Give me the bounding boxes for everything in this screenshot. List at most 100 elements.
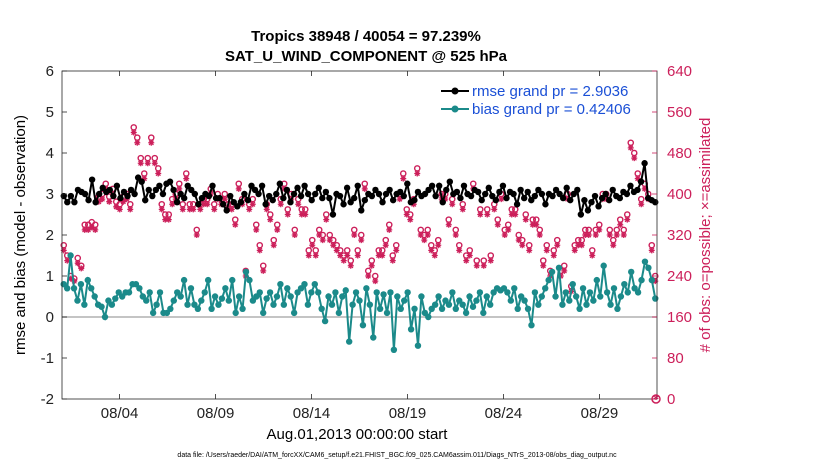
obs-assimilated-point: [480, 262, 487, 269]
rmse-point: [634, 186, 641, 194]
bias-point: [414, 342, 422, 349]
rmse-point: [67, 192, 75, 200]
obs-assimilated-point: [151, 160, 158, 167]
bias-point: [177, 293, 184, 300]
obs-assimilated-point: [491, 206, 498, 213]
bias-point: [366, 301, 374, 308]
bias-point: [528, 322, 535, 329]
rmse-point: [159, 190, 167, 198]
rmse-point: [538, 190, 546, 198]
rmse-point: [520, 194, 528, 202]
rmse-point: [652, 199, 659, 206]
rmse-point: [319, 194, 326, 202]
bias-point: [318, 305, 325, 312]
obs-assimilated-point: [529, 221, 536, 228]
obs-assimilated-point: [204, 201, 211, 208]
obs-assimilated-point: [456, 247, 463, 254]
legend-bias-label: bias grand pr = 0.42406: [472, 101, 631, 118]
bias-point: [222, 285, 229, 292]
rmse-point: [623, 190, 631, 198]
obs-assimilated-point: [337, 252, 344, 259]
rmse-point: [602, 190, 609, 198]
rmse-point: [124, 192, 131, 200]
obs-assimilated-point: [141, 175, 148, 182]
obs-assimilated-point: [533, 221, 540, 228]
rmse-point: [627, 182, 634, 189]
y-tick-label: 3: [46, 186, 54, 203]
obs-assimilated-point: [505, 226, 512, 233]
x-tick-label: 08/09: [197, 405, 235, 422]
rmse-point: [609, 186, 616, 194]
obs-assimilated-point: [435, 242, 442, 249]
rmse-point: [358, 207, 365, 214]
bias-point: [290, 309, 298, 317]
bias-point: [449, 289, 456, 296]
rmse-point: [95, 190, 103, 198]
obs-assimilated-point: [498, 196, 505, 203]
rmse-point: [227, 192, 234, 200]
obs-assimilated-point: [477, 211, 484, 218]
bias-point: [555, 264, 563, 271]
bias-point: [266, 289, 274, 296]
bias-point: [462, 309, 470, 317]
rmse-point: [191, 190, 199, 198]
rmse-point: [584, 207, 592, 214]
obs-assimilated-point: [620, 232, 627, 238]
bias-point: [559, 301, 566, 308]
bias-point: [198, 297, 205, 304]
obs-assimilated-point: [302, 211, 309, 218]
rmse-point: [290, 190, 298, 198]
bias-point: [590, 297, 597, 304]
y-tick-label: 5: [46, 104, 54, 121]
bias-point: [284, 285, 291, 292]
rmse-point: [276, 180, 284, 187]
obs-assimilated-point: [263, 206, 270, 213]
obs-assimilated-point: [186, 206, 193, 213]
y-right-tick-label: 0: [667, 391, 675, 408]
bias-point: [325, 293, 332, 300]
obs-assimilated-point: [459, 206, 466, 213]
obs-assimilated-point: [372, 278, 379, 285]
bias-point: [603, 289, 611, 296]
rmse-point: [531, 192, 539, 200]
bias-point: [218, 295, 226, 302]
rmse-point: [563, 184, 570, 192]
obs-assimilated-point: [354, 252, 361, 259]
bias-point: [180, 276, 188, 284]
rmse-point: [343, 184, 351, 192]
obs-assimilated-point: [137, 160, 144, 167]
rmse-point: [241, 190, 248, 198]
plot-area: [62, 71, 657, 399]
bias-point: [452, 305, 460, 312]
bias-point: [359, 322, 367, 329]
bias-point: [84, 276, 91, 284]
rmse-point: [354, 182, 361, 189]
obs-assimilated-point: [561, 267, 568, 274]
bias-point: [435, 293, 442, 300]
bias-point: [91, 293, 98, 300]
rmse-point: [453, 188, 461, 196]
bias-point: [394, 293, 401, 300]
obs-assimilated-point: [578, 242, 585, 249]
bias-point: [531, 289, 539, 296]
obs-assimilated-point: [641, 185, 648, 192]
obs-assimilated-point: [386, 226, 393, 233]
bias-point: [548, 268, 556, 276]
bias-point: [301, 281, 308, 288]
obs-assimilated-point: [442, 196, 449, 203]
rmse-point: [308, 196, 315, 204]
bias-point: [225, 297, 233, 304]
rmse-point: [294, 184, 301, 192]
obs-assimilated-point: [421, 237, 428, 244]
obs-assimilated-point: [78, 265, 85, 272]
legend-rmse-marker: [451, 87, 459, 95]
rmse-point: [361, 196, 369, 204]
y-tick-label: 6: [46, 63, 54, 80]
rmse-point: [478, 196, 485, 204]
y-right-tick-label: 560: [667, 104, 692, 121]
rmse-point: [457, 194, 464, 202]
obs-assimilated-point: [305, 252, 312, 259]
bias-point: [425, 313, 432, 321]
rmse-point: [113, 182, 121, 189]
obs-assimilated-point: [526, 247, 533, 254]
